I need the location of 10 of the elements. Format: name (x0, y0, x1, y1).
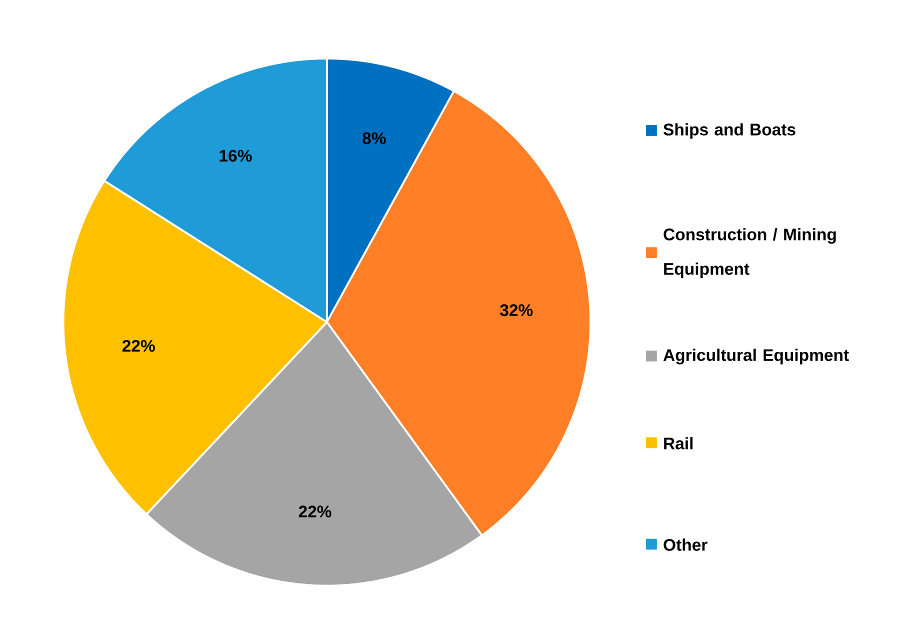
data-label: 8% (362, 132, 386, 144)
data-label: 22% (298, 505, 332, 518)
data-label: 16% (220, 150, 252, 162)
legend-label: Ships and Boats (663, 122, 796, 139)
legend-label: Other (664, 538, 708, 551)
legend-label: Construction / Mining Equipment (664, 228, 836, 278)
data-label: 32% (500, 304, 533, 316)
legend-label: Rail (664, 436, 693, 450)
legend-label: Agricultural Equipment (663, 348, 849, 364)
data-label: 22% (122, 340, 155, 352)
